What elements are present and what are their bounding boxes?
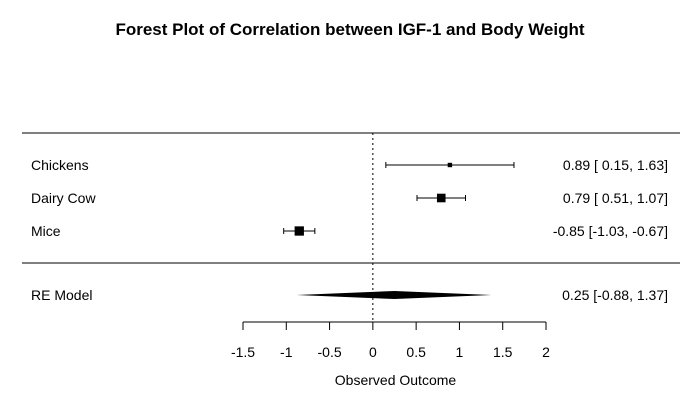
- point-estimate-square: [294, 226, 304, 236]
- summary-estimate-text: 0.25 [-0.88, 1.37]: [562, 287, 668, 303]
- x-tick-label: 2: [542, 344, 550, 360]
- study-estimate-text: 0.89 [ 0.15, 1.63]: [563, 157, 668, 173]
- summary-label: RE Model: [31, 287, 92, 303]
- study-estimate-text: 0.79 [ 0.51, 1.07]: [563, 190, 668, 206]
- x-axis-label: Observed Outcome: [335, 372, 457, 388]
- study-label: Mice: [31, 223, 61, 239]
- x-tick-label: 1.5: [493, 344, 513, 360]
- study-label: Dairy Cow: [31, 190, 96, 206]
- x-tick-label: 0.5: [406, 344, 426, 360]
- chart-title: Forest Plot of Correlation between IGF-1…: [115, 20, 585, 39]
- x-tick-label: 0: [369, 344, 377, 360]
- x-tick-label: -1: [280, 344, 293, 360]
- study-estimate-text: -0.85 [-1.03, -0.67]: [553, 223, 668, 239]
- summary-diamond: [296, 291, 492, 299]
- x-tick-label: -0.5: [318, 344, 342, 360]
- point-estimate-square: [436, 193, 446, 203]
- x-tick-label: 1: [456, 344, 464, 360]
- x-tick-label: -1.5: [231, 344, 255, 360]
- point-estimate-square: [447, 162, 453, 168]
- study-label: Chickens: [31, 157, 89, 173]
